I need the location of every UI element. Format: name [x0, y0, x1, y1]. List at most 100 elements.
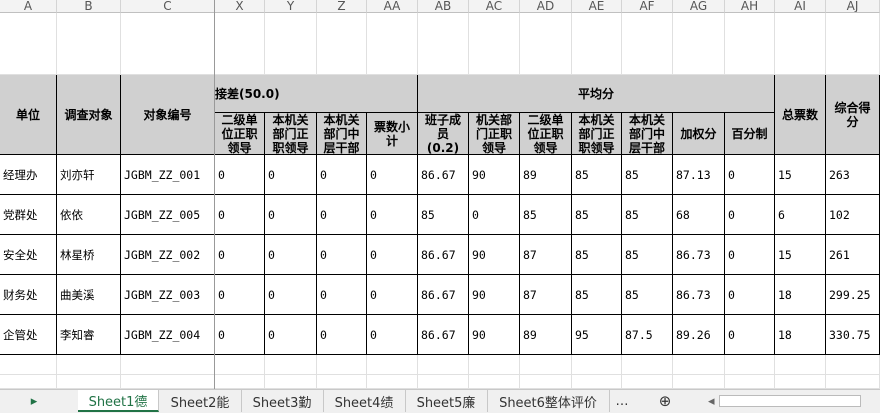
- data-cell: JGBM_ZZ_004: [121, 315, 215, 355]
- sub-header-cell: 本机关部门正职领导: [265, 113, 317, 155]
- sheet-tab[interactable]: Sheet5廉: [405, 390, 488, 412]
- header-cell: 接差(50.0): [215, 75, 418, 113]
- empty-cell: [520, 375, 572, 389]
- data-cell: 85: [622, 235, 673, 275]
- data-cell: 0: [367, 315, 418, 355]
- column-letter[interactable]: AA: [367, 0, 418, 13]
- empty-cell: [725, 375, 775, 389]
- column-letter[interactable]: B: [57, 0, 121, 13]
- sheet-tab[interactable]: Sheet2能: [159, 390, 242, 412]
- scrollbar[interactable]: ◂: [708, 390, 880, 412]
- empty-cell: [418, 13, 469, 75]
- sub-header-cell: 班子成员(0.2): [418, 113, 469, 155]
- empty-cell: [469, 355, 520, 375]
- sheet-tab[interactable]: Sheet6整体评价: [487, 390, 610, 412]
- data-cell: 87.5: [622, 315, 673, 355]
- column-letter[interactable]: A: [0, 0, 57, 13]
- data-cell: 李知睿: [57, 315, 121, 355]
- data-cell: 89.26: [673, 315, 725, 355]
- data-cell: 15: [775, 235, 826, 275]
- sub-header-cell: 本机关部门中层干部: [317, 113, 367, 155]
- sheet-tab[interactable]: Sheet1德: [78, 390, 159, 412]
- empty-cell: [826, 355, 880, 375]
- data-cell: 0: [725, 235, 775, 275]
- data-cell: 86.67: [418, 315, 469, 355]
- data-cell: 刘亦轩: [57, 155, 121, 195]
- data-cell: 299.25: [826, 275, 880, 315]
- data-cell: 曲美溪: [57, 275, 121, 315]
- sheet-tab[interactable]: Sheet4绩: [323, 390, 406, 412]
- more-tabs[interactable]: …: [615, 393, 629, 409]
- data-cell: 86.67: [418, 155, 469, 195]
- data-cell: 86.67: [418, 235, 469, 275]
- empty-cell: [0, 13, 57, 75]
- column-letter[interactable]: AD: [520, 0, 572, 13]
- column-letter[interactable]: C: [121, 0, 215, 13]
- add-sheet[interactable]: ⊕: [658, 392, 672, 410]
- column-letter[interactable]: X: [215, 0, 265, 13]
- data-cell: 0: [215, 235, 265, 275]
- column-letter[interactable]: AG: [673, 0, 725, 13]
- data-cell: 86.67: [418, 275, 469, 315]
- data-cell: 0: [367, 275, 418, 315]
- empty-cell: [622, 13, 673, 75]
- empty-cell: [725, 355, 775, 375]
- column-letter[interactable]: AB: [418, 0, 469, 13]
- data-cell: 85: [622, 195, 673, 235]
- empty-cell: [0, 375, 57, 389]
- empty-cell: [367, 375, 418, 389]
- sub-header-cell: 票数小计: [367, 113, 418, 155]
- empty-cell: [57, 375, 121, 389]
- sheet-tab[interactable]: Sheet3勤: [241, 390, 324, 412]
- empty-cell: [317, 355, 367, 375]
- data-cell: 0: [367, 235, 418, 275]
- empty-cell: [673, 375, 725, 389]
- empty-cell: [673, 13, 725, 75]
- scroll-arrow[interactable]: ▸: [30, 393, 38, 409]
- empty-cell: [572, 355, 622, 375]
- empty-cell: [775, 375, 826, 389]
- empty-cell: [826, 13, 880, 75]
- column-letter[interactable]: Y: [265, 0, 317, 13]
- sub-header-cell: 加权分: [673, 113, 725, 155]
- empty-cell: [418, 355, 469, 375]
- column-letter[interactable]: AJ: [826, 0, 880, 13]
- data-cell: 85: [622, 275, 673, 315]
- sub-header-cell: 机关部门正职领导: [469, 113, 520, 155]
- header-cell: 平均分: [418, 75, 775, 113]
- header-cell: 调查对象: [57, 75, 121, 155]
- empty-cell: [367, 355, 418, 375]
- empty-cell: [673, 355, 725, 375]
- empty-cell: [826, 375, 880, 389]
- column-letter[interactable]: Z: [317, 0, 367, 13]
- data-cell: 0: [215, 195, 265, 235]
- column-letter[interactable]: AF: [622, 0, 673, 13]
- sub-header-cell: 本机关部门中层干部: [622, 113, 673, 155]
- empty-cell: [367, 13, 418, 75]
- column-letter[interactable]: AE: [572, 0, 622, 13]
- empty-cell: [0, 355, 57, 375]
- data-cell: 企管处: [0, 315, 57, 355]
- data-cell: 87: [520, 275, 572, 315]
- data-cell: 经理办: [0, 155, 57, 195]
- empty-cell: [520, 13, 572, 75]
- data-cell: JGBM_ZZ_005: [121, 195, 215, 235]
- column-letter[interactable]: AH: [725, 0, 775, 13]
- data-cell: 102: [826, 195, 880, 235]
- data-cell: 0: [317, 155, 367, 195]
- data-cell: 0: [265, 155, 317, 195]
- column-letter[interactable]: AC: [469, 0, 520, 13]
- sheet-tabs: ▸ … ⊕ ◂ Sheet1德 Sheet2能 Sheet3勤 Sheet4绩 Shee…: [0, 389, 880, 413]
- data-cell: 85: [572, 155, 622, 195]
- data-cell: 0: [265, 275, 317, 315]
- data-cell: 85: [572, 275, 622, 315]
- sub-header-cell: 本机关部门正职领导: [572, 113, 622, 155]
- empty-cell: [121, 355, 215, 375]
- header-cell: 总票数: [775, 75, 826, 155]
- data-cell: 0: [215, 275, 265, 315]
- data-cell: 89: [520, 155, 572, 195]
- column-letter[interactable]: AI: [775, 0, 826, 13]
- empty-cell: [775, 355, 826, 375]
- empty-cell: [317, 13, 367, 75]
- data-cell: 0: [725, 155, 775, 195]
